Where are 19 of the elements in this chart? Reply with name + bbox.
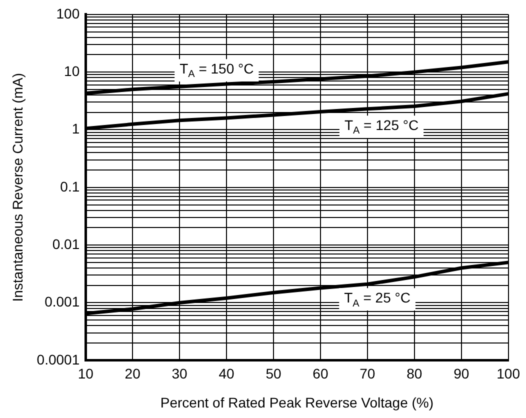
x-tick-label: 90 bbox=[454, 366, 470, 382]
y-tick-label: 0.001 bbox=[44, 294, 80, 310]
x-tick-label: 100 bbox=[496, 366, 520, 382]
y-tick-label: 0.01 bbox=[52, 236, 80, 252]
x-tick-label: 30 bbox=[172, 366, 188, 382]
y-axis-title: Instantaneous Reverse Current (mA) bbox=[9, 73, 26, 302]
y-tick-label: 0.1 bbox=[60, 178, 80, 194]
x-tick-label: 40 bbox=[218, 366, 235, 382]
x-tick-label: 60 bbox=[312, 366, 328, 382]
x-tick-label: 80 bbox=[406, 366, 422, 382]
y-tick-label: 100 bbox=[56, 5, 80, 22]
x-tick-label: 70 bbox=[360, 366, 376, 382]
y-tick-label: 0.0001 bbox=[36, 351, 80, 368]
x-tick-label: 10 bbox=[78, 366, 94, 382]
y-tick-label: 10 bbox=[64, 62, 80, 79]
x-tick-label: 20 bbox=[124, 366, 141, 382]
y-tick-label: 1 bbox=[72, 120, 80, 137]
x-axis-title: Percent of Rated Peak Reverse Voltage (%) bbox=[160, 394, 434, 410]
x-tick-label: 50 bbox=[266, 366, 282, 382]
